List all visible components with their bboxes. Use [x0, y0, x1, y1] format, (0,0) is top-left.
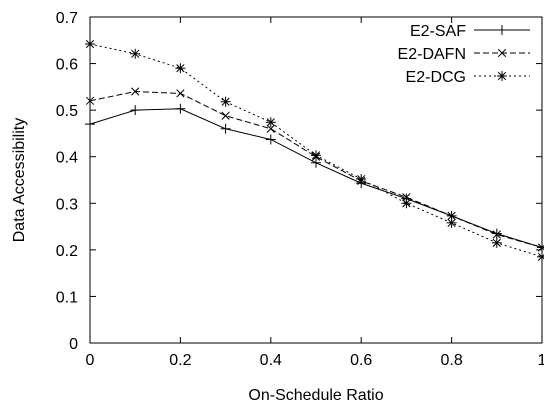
- data-point: [131, 87, 140, 96]
- x-tick-label: 0.6: [350, 352, 372, 369]
- data-point: [220, 123, 231, 134]
- data-point: [175, 103, 186, 114]
- data-point: [85, 39, 95, 50]
- data-point: [401, 198, 412, 209]
- y-tick-label: 0.5: [56, 103, 78, 120]
- y-axis-ticks: 0 0.1 0.2 0.3 0.4 0.5 0.6 0.7: [56, 10, 542, 353]
- data-point: [130, 105, 141, 116]
- series-layer: [85, 39, 544, 262]
- y-tick-label: 0.3: [56, 196, 78, 213]
- data-point: [402, 193, 411, 202]
- data-point: [265, 134, 276, 145]
- x-tick-label: 0.2: [169, 352, 191, 369]
- y-tick-label: 0.2: [56, 243, 78, 260]
- data-point: [266, 124, 275, 133]
- data-point: [491, 237, 502, 248]
- legend-label: E2-SAF: [410, 23, 466, 40]
- legend-marker: [497, 25, 507, 35]
- data-point: [356, 174, 367, 185]
- data-point: [130, 48, 141, 59]
- data-point: [85, 119, 95, 130]
- y-tick-label: 0.6: [56, 57, 78, 74]
- x-tick-label: 0.4: [260, 352, 282, 369]
- data-point: [446, 217, 457, 228]
- y-tick-label: 0: [69, 336, 78, 353]
- x-tick-label: 0: [86, 352, 95, 369]
- y-tick-label: 0.7: [56, 10, 78, 27]
- x-tick-label: 1: [538, 352, 544, 369]
- data-point: [220, 96, 231, 107]
- legend-label: E2-DAFN: [398, 46, 466, 63]
- y-tick-label: 0.1: [56, 289, 78, 306]
- legend-label: E2-DCG: [406, 69, 466, 86]
- series-line: [89, 108, 543, 249]
- legend-marker: [497, 48, 507, 58]
- data-point: [537, 243, 544, 252]
- legend-marker: [497, 71, 507, 81]
- data-point: [221, 111, 230, 120]
- data-point: [85, 96, 95, 105]
- data-point: [537, 251, 544, 262]
- y-axis-label: Data Accessibility: [11, 118, 28, 243]
- x-axis-label: On-Schedule Ratio: [248, 387, 383, 404]
- data-point: [265, 117, 276, 128]
- x-axis-ticks: 0 0.2 0.4 0.6 0.8 1: [86, 17, 544, 369]
- plot-border: [89, 16, 543, 344]
- y-tick-label: 0.4: [56, 150, 78, 167]
- data-point: [492, 230, 501, 239]
- data-point: [311, 150, 321, 161]
- data-point: [175, 63, 186, 74]
- data-point: [447, 211, 456, 220]
- plot-frame: [89, 16, 543, 344]
- data-point: [176, 89, 185, 98]
- x-tick-label: 0.8: [440, 352, 462, 369]
- series-line: [89, 91, 543, 249]
- legend: E2-SAF E2-DAFN E2-DCG: [398, 23, 530, 86]
